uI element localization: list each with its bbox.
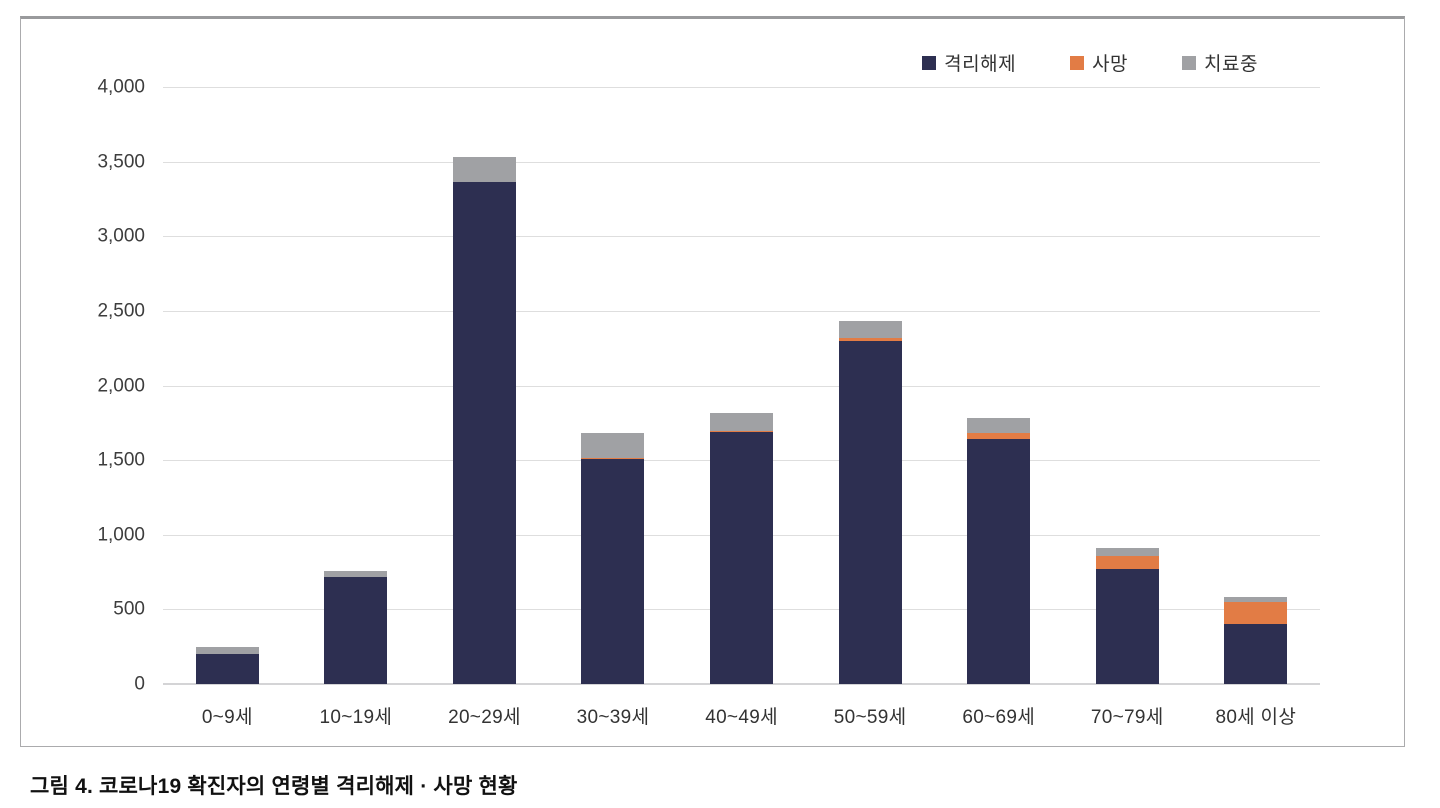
gridline bbox=[163, 385, 1320, 387]
bar-segment[interactable] bbox=[1224, 596, 1288, 602]
y-tick-label: 1,500 bbox=[97, 449, 145, 471]
y-tick-label: 3,500 bbox=[97, 151, 145, 173]
legend-swatch-icon bbox=[922, 55, 937, 70]
bar-segment[interactable] bbox=[710, 431, 774, 432]
plot-area bbox=[163, 87, 1320, 685]
bar-segment[interactable] bbox=[1095, 548, 1159, 556]
bar-column[interactable] bbox=[581, 432, 645, 684]
bar-segment[interactable] bbox=[838, 320, 902, 338]
bar-segment[interactable] bbox=[581, 432, 645, 459]
chart-panel: 격리해제 사망 치료중 0 500 1,000 1,500 2,000 2,500 3,000 3… bbox=[20, 16, 1405, 747]
bar-segment[interactable] bbox=[195, 647, 259, 655]
bar-segment[interactable] bbox=[324, 577, 388, 684]
bar-segment[interactable] bbox=[581, 458, 645, 684]
bar-slot bbox=[163, 87, 292, 684]
bar-column[interactable] bbox=[838, 320, 902, 684]
bar-segment[interactable] bbox=[967, 432, 1031, 440]
legend-item: 사망 bbox=[1070, 49, 1128, 76]
bar-segment[interactable] bbox=[1095, 555, 1159, 570]
bar-segment[interactable] bbox=[838, 340, 902, 684]
bar-slot bbox=[1192, 87, 1321, 684]
y-tick-label: 4,000 bbox=[97, 76, 145, 98]
x-tick-label: 40~49세 bbox=[705, 707, 778, 728]
gridline bbox=[163, 87, 1320, 88]
y-tick-label: 500 bbox=[113, 598, 145, 620]
bar-column[interactable] bbox=[195, 647, 259, 684]
x-tick-label: 60~69세 bbox=[962, 707, 1035, 728]
legend-label: 격리해제 bbox=[944, 54, 1017, 75]
gridline bbox=[163, 310, 1320, 312]
bar-column[interactable] bbox=[710, 413, 774, 684]
bar-segment[interactable] bbox=[710, 413, 774, 432]
bar-column[interactable] bbox=[1095, 548, 1159, 684]
x-tick-label: 50~59세 bbox=[833, 707, 907, 728]
legend-item: 치료중 bbox=[1182, 49, 1258, 76]
x-tick-label: 30~39세 bbox=[576, 707, 650, 728]
y-tick-label: 0 bbox=[134, 673, 145, 695]
bar-segment[interactable] bbox=[324, 570, 388, 578]
gridline bbox=[163, 236, 1320, 238]
bar-column[interactable] bbox=[452, 157, 516, 684]
legend-label: 치료중 bbox=[1204, 54, 1258, 75]
bar-segment[interactable] bbox=[967, 418, 1031, 433]
x-tick-label: 20~29세 bbox=[448, 707, 521, 728]
legend-label: 사망 bbox=[1092, 54, 1129, 75]
x-tick-label: 70~79세 bbox=[1090, 707, 1164, 728]
bar-segment[interactable] bbox=[838, 337, 902, 341]
x-tick-label: 0~9세 bbox=[201, 707, 253, 728]
bar-segment[interactable] bbox=[1224, 601, 1288, 624]
bar-slot bbox=[420, 87, 549, 684]
bar-segment[interactable] bbox=[1224, 623, 1288, 684]
y-tick-label: 3,000 bbox=[97, 225, 145, 247]
bar-column[interactable] bbox=[324, 570, 388, 684]
x-tick-label: 10~19세 bbox=[319, 707, 393, 728]
legend-item: 격리해제 bbox=[922, 49, 1016, 76]
x-axis-labels: 0~9세 10~19세 20~29세 30~39세 40~49세 50~59세 60~69세… bbox=[163, 702, 1320, 729]
bar-slot bbox=[549, 87, 678, 684]
bar-column[interactable] bbox=[1224, 596, 1288, 684]
bar-segment[interactable] bbox=[967, 439, 1031, 684]
bar-segment[interactable] bbox=[452, 157, 516, 182]
x-tick-label: 80세 이상 bbox=[1215, 707, 1297, 728]
legend-swatch-icon bbox=[1182, 55, 1197, 70]
x-axis-line bbox=[163, 683, 1320, 685]
y-tick-label: 2,000 bbox=[97, 375, 145, 396]
chart-legend: 격리해제 사망 치료중 bbox=[922, 49, 1258, 76]
bar-slot bbox=[677, 87, 806, 684]
bar-segment[interactable] bbox=[452, 181, 516, 684]
y-tick-label: 2,500 bbox=[97, 300, 145, 322]
bar-slot bbox=[292, 87, 421, 684]
bar-slot bbox=[934, 87, 1063, 684]
figure-caption: 그림 4. 코로나19 확진자의 연령별 격리해제 · 사망 현황 bbox=[30, 775, 518, 798]
bar-segment[interactable] bbox=[710, 431, 774, 684]
bar-slot bbox=[1063, 87, 1192, 684]
bar-slot bbox=[806, 87, 935, 684]
y-tick-label: 1,000 bbox=[97, 524, 145, 546]
bar-segment[interactable] bbox=[1095, 569, 1159, 684]
bars-container bbox=[163, 87, 1320, 684]
bar-column[interactable] bbox=[967, 418, 1031, 684]
gridline bbox=[163, 161, 1320, 163]
legend-swatch-icon bbox=[1070, 55, 1085, 70]
bar-segment[interactable] bbox=[195, 654, 259, 684]
